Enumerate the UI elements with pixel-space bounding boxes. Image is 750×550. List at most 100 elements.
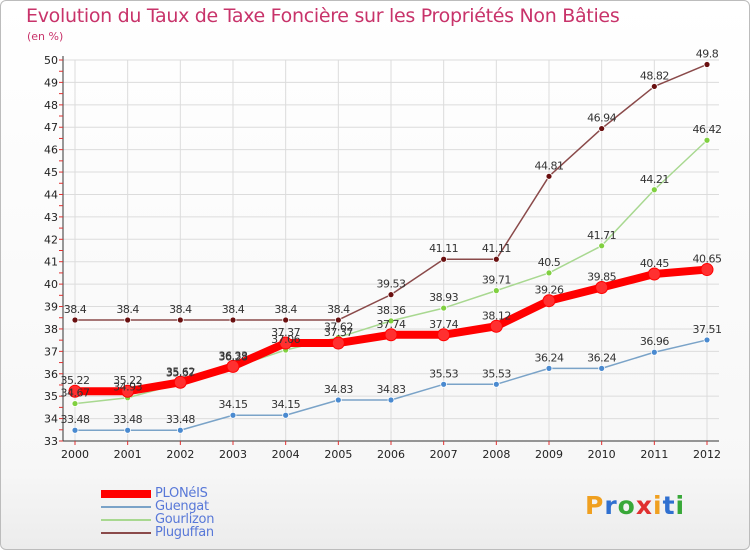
x-tick-label: 2008 bbox=[482, 448, 510, 461]
data-label-gourlizon: 36.28 bbox=[219, 350, 248, 363]
legend-swatch-gourlizon bbox=[101, 518, 151, 521]
legend-label-guengat: Guengat bbox=[155, 499, 209, 514]
data-point-plonis bbox=[489, 319, 503, 333]
x-tick-label: 2012 bbox=[693, 448, 721, 461]
data-label-plonis: 40.65 bbox=[693, 253, 722, 266]
data-point-pluguffan bbox=[545, 172, 553, 180]
data-label-plonis: 36.33 bbox=[219, 349, 248, 362]
logo-letter: i bbox=[675, 491, 686, 520]
data-label-pluguffan: 48.82 bbox=[640, 69, 669, 82]
legend-item-gourlizon: Gourlizon bbox=[101, 513, 214, 526]
data-point-guengat bbox=[176, 426, 184, 434]
data-point-pluguffan bbox=[71, 316, 79, 324]
data-label-guengat: 35.53 bbox=[482, 367, 511, 380]
data-point-guengat bbox=[440, 380, 448, 388]
y-tick-label: 47 bbox=[44, 121, 58, 134]
y-tick-label: 49 bbox=[44, 76, 58, 89]
x-tick-label: 2001 bbox=[114, 448, 142, 461]
data-point-plonis bbox=[173, 375, 187, 389]
data-label-plonis: 37.74 bbox=[377, 318, 406, 331]
data-label-gourlizon: 34.93 bbox=[113, 381, 142, 394]
data-point-pluguffan bbox=[229, 316, 237, 324]
data-label-gourlizon: 37.62 bbox=[324, 320, 353, 333]
data-label-plonis: 39.26 bbox=[535, 284, 564, 297]
data-label-plonis: 37.74 bbox=[429, 318, 458, 331]
data-label-gourlizon: 34.67 bbox=[61, 387, 90, 400]
data-point-plonis bbox=[226, 359, 240, 373]
x-tick-label: 2007 bbox=[430, 448, 458, 461]
chart-title: Evolution du Taux de Taxe Foncière sur l… bbox=[26, 5, 620, 27]
data-point-pluguffan bbox=[124, 316, 132, 324]
x-tick-label: 2000 bbox=[61, 448, 89, 461]
data-point-pluguffan bbox=[334, 316, 342, 324]
series-guengat bbox=[71, 336, 711, 434]
data-point-pluguffan bbox=[282, 316, 290, 324]
data-point-plonis bbox=[331, 336, 345, 350]
y-tick-label: 45 bbox=[44, 166, 58, 179]
data-point-plonis bbox=[542, 294, 556, 308]
y-tick-label: 36 bbox=[44, 368, 58, 381]
logo-letter: P bbox=[585, 491, 605, 520]
data-label-plonis: 35.22 bbox=[113, 374, 142, 387]
data-label-pluguffan: 46.94 bbox=[587, 112, 616, 125]
data-label-guengat: 34.83 bbox=[324, 383, 353, 396]
data-point-gourlizon bbox=[440, 304, 448, 312]
data-label-gourlizon: 37.06 bbox=[271, 333, 300, 346]
data-point-pluguffan bbox=[387, 291, 395, 299]
data-label-pluguffan: 38.4 bbox=[327, 303, 350, 316]
data-label-pluguffan: 41.11 bbox=[429, 242, 458, 255]
y-tick-label: 42 bbox=[44, 233, 58, 246]
data-label-plonis: 35.62 bbox=[166, 365, 195, 378]
legend-swatch-pluguffan bbox=[101, 531, 151, 534]
data-label-plonis: 38.12 bbox=[482, 309, 511, 322]
logo-letter: t bbox=[662, 491, 676, 520]
data-point-plonis bbox=[68, 384, 82, 398]
data-label-pluguffan: 41.11 bbox=[482, 242, 511, 255]
y-tick-label: 38 bbox=[44, 323, 58, 336]
legend-item-plonelis: PLONéIS bbox=[101, 487, 214, 500]
legend-label-gourlizon: Gourlizon bbox=[155, 512, 215, 527]
data-point-guengat bbox=[545, 364, 553, 372]
y-tick-label: 46 bbox=[44, 144, 58, 157]
y-tick-label: 35 bbox=[44, 390, 58, 403]
data-label-pluguffan: 38.4 bbox=[274, 303, 297, 316]
legend-swatch-plonelis bbox=[101, 489, 151, 498]
data-point-pluguffan bbox=[598, 125, 606, 132]
y-tick-label: 44 bbox=[44, 188, 58, 201]
x-tick-label: 2005 bbox=[324, 448, 352, 461]
data-point-gourlizon bbox=[492, 287, 500, 295]
data-label-pluguffan: 38.4 bbox=[222, 303, 245, 316]
data-label-gourlizon: 38.93 bbox=[429, 291, 458, 304]
data-point-gourlizon bbox=[387, 317, 395, 325]
data-point-guengat bbox=[124, 426, 132, 434]
legend: PLONéIS Guengat Gourlizon Pluguffan bbox=[101, 487, 214, 539]
data-point-guengat bbox=[334, 396, 342, 404]
legend-item-pluguffan: Pluguffan bbox=[101, 526, 214, 539]
y-tick-label: 39 bbox=[44, 301, 58, 314]
data-label-plonis: 39.85 bbox=[587, 270, 616, 283]
y-tick-label: 33 bbox=[44, 435, 58, 448]
x-tick-label: 2009 bbox=[535, 448, 563, 461]
data-label-gourlizon: 41.71 bbox=[587, 229, 616, 242]
data-label-pluguffan: 38.4 bbox=[116, 303, 139, 316]
logo-letter: x bbox=[635, 491, 653, 520]
data-label-gourlizon: 35.57 bbox=[166, 366, 195, 379]
legend-swatch-guengat bbox=[101, 505, 151, 508]
data-point-pluguffan bbox=[650, 83, 658, 90]
y-tick-label: 50 bbox=[44, 54, 58, 67]
x-tick-label: 2004 bbox=[272, 448, 300, 461]
data-label-gourlizon: 46.42 bbox=[693, 123, 722, 136]
data-point-plonis bbox=[279, 336, 293, 350]
data-point-gourlizon bbox=[545, 269, 553, 277]
data-label-guengat: 34.15 bbox=[219, 398, 248, 411]
x-tick-label: 2010 bbox=[588, 448, 616, 461]
data-label-gourlizon: 40.5 bbox=[538, 256, 561, 269]
y-ticks: 33 34 35 36 37 38 39 40 41 42 43 44 45 46 47 48 49 50 bbox=[44, 54, 63, 448]
data-point-pluguffan bbox=[440, 255, 448, 263]
data-point-plonis bbox=[647, 267, 661, 281]
data-label-pluguffan: 49.8 bbox=[696, 47, 719, 60]
data-point-pluguffan bbox=[703, 61, 711, 68]
data-point-plonis bbox=[700, 263, 714, 277]
